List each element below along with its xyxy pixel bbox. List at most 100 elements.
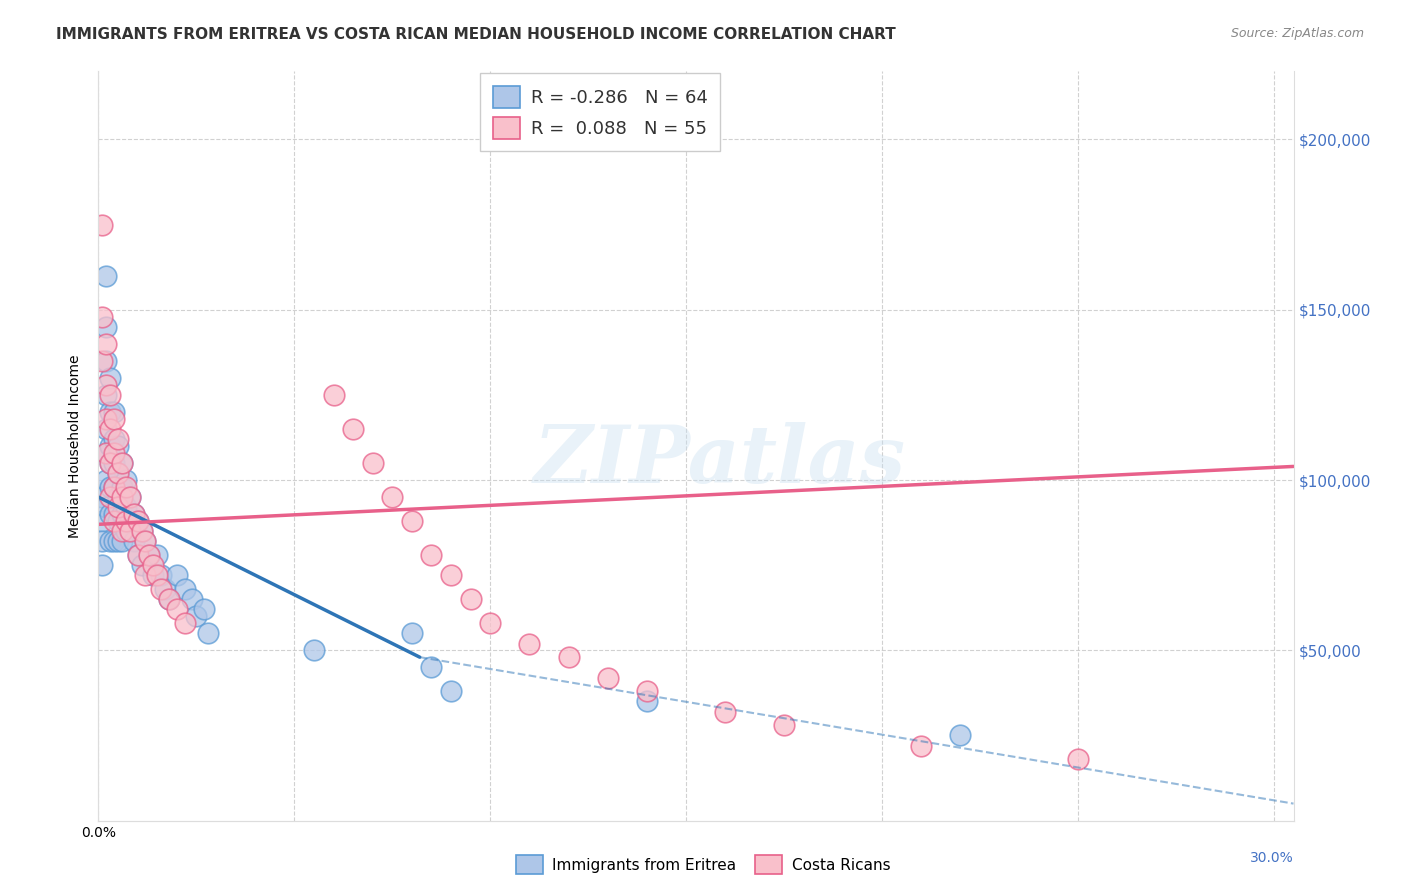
Point (111, 524, 134, 538)
Point (111, 534, 134, 549)
Point (96, 319, 118, 334)
Point (96, 388, 118, 402)
Point (96, 268, 118, 283)
Text: 30.0%: 30.0% (1250, 851, 1294, 865)
Point (107, 490, 129, 504)
Point (96, 411, 118, 425)
Point (91, 310, 114, 324)
Point (103, 480, 125, 494)
Point (107, 534, 129, 549)
Point (142, 558, 165, 573)
Point (111, 456, 134, 470)
Point (122, 507, 145, 521)
Point (98, 456, 121, 470)
Point (557, 650, 579, 665)
Point (166, 602, 188, 616)
Point (115, 524, 138, 538)
Point (96, 473, 118, 487)
Point (96, 336, 118, 351)
Point (131, 524, 153, 538)
Point (111, 490, 134, 504)
Point (98, 439, 121, 453)
Point (146, 568, 169, 582)
Point (142, 568, 165, 582)
Point (157, 592, 180, 607)
Point (596, 671, 619, 685)
Point (111, 456, 134, 470)
Point (91, 218, 114, 232)
Point (134, 534, 156, 549)
Point (127, 514, 149, 528)
Point (107, 500, 129, 515)
Point (107, 467, 129, 481)
Point (401, 626, 423, 640)
Point (98, 490, 121, 504)
Point (173, 582, 195, 596)
Point (98, 507, 121, 521)
Point (103, 480, 125, 494)
Point (111, 480, 134, 494)
Point (479, 616, 502, 631)
Point (96, 377, 118, 392)
Point (107, 467, 129, 481)
Point (107, 439, 129, 453)
Point (440, 568, 463, 582)
Point (150, 582, 173, 596)
Point (157, 592, 180, 607)
Point (302, 643, 325, 657)
Point (115, 480, 138, 494)
Point (134, 568, 156, 582)
Y-axis label: Median Household Income: Median Household Income (69, 354, 83, 538)
Point (146, 548, 169, 562)
Point (103, 405, 125, 419)
Point (773, 718, 796, 732)
Point (420, 660, 443, 674)
Point (96, 354, 118, 368)
Text: ZIPatlas: ZIPatlas (534, 422, 905, 500)
Point (193, 602, 215, 616)
Point (115, 473, 138, 487)
Point (96, 446, 118, 460)
Point (96, 500, 118, 515)
Text: Source: ZipAtlas.com: Source: ZipAtlas.com (1230, 27, 1364, 40)
Point (118, 514, 141, 528)
Point (103, 514, 125, 528)
Point (96, 446, 118, 460)
Point (131, 558, 153, 573)
Point (197, 626, 219, 640)
Point (98, 405, 121, 419)
Point (519, 636, 541, 650)
Point (127, 548, 149, 562)
Point (138, 548, 160, 562)
Point (98, 480, 121, 494)
Point (127, 514, 149, 528)
Point (115, 500, 138, 515)
Point (186, 609, 208, 624)
Point (460, 592, 482, 607)
Point (1067, 752, 1090, 766)
Point (107, 432, 129, 446)
Point (103, 456, 125, 470)
Point (122, 507, 145, 521)
Point (134, 534, 156, 549)
Point (103, 534, 125, 549)
Point (103, 507, 125, 521)
Point (98, 456, 121, 470)
Point (181, 592, 204, 607)
Point (91, 534, 114, 549)
Point (111, 507, 134, 521)
Point (98, 422, 121, 436)
Text: IMMIGRANTS FROM ERITREA VS COSTA RICAN MEDIAN HOUSEHOLD INCOME CORRELATION CHART: IMMIGRANTS FROM ERITREA VS COSTA RICAN M… (56, 27, 896, 42)
Point (118, 490, 141, 504)
Legend: R = -0.286   N = 64, R =  0.088   N = 55: R = -0.286 N = 64, R = 0.088 N = 55 (481, 73, 720, 152)
Point (131, 524, 153, 538)
Point (150, 568, 173, 582)
Point (322, 388, 344, 402)
Point (361, 456, 384, 470)
Point (103, 432, 125, 446)
Point (91, 354, 114, 368)
Point (96, 422, 118, 436)
Point (381, 490, 404, 504)
Point (98, 534, 121, 549)
Point (420, 548, 443, 562)
